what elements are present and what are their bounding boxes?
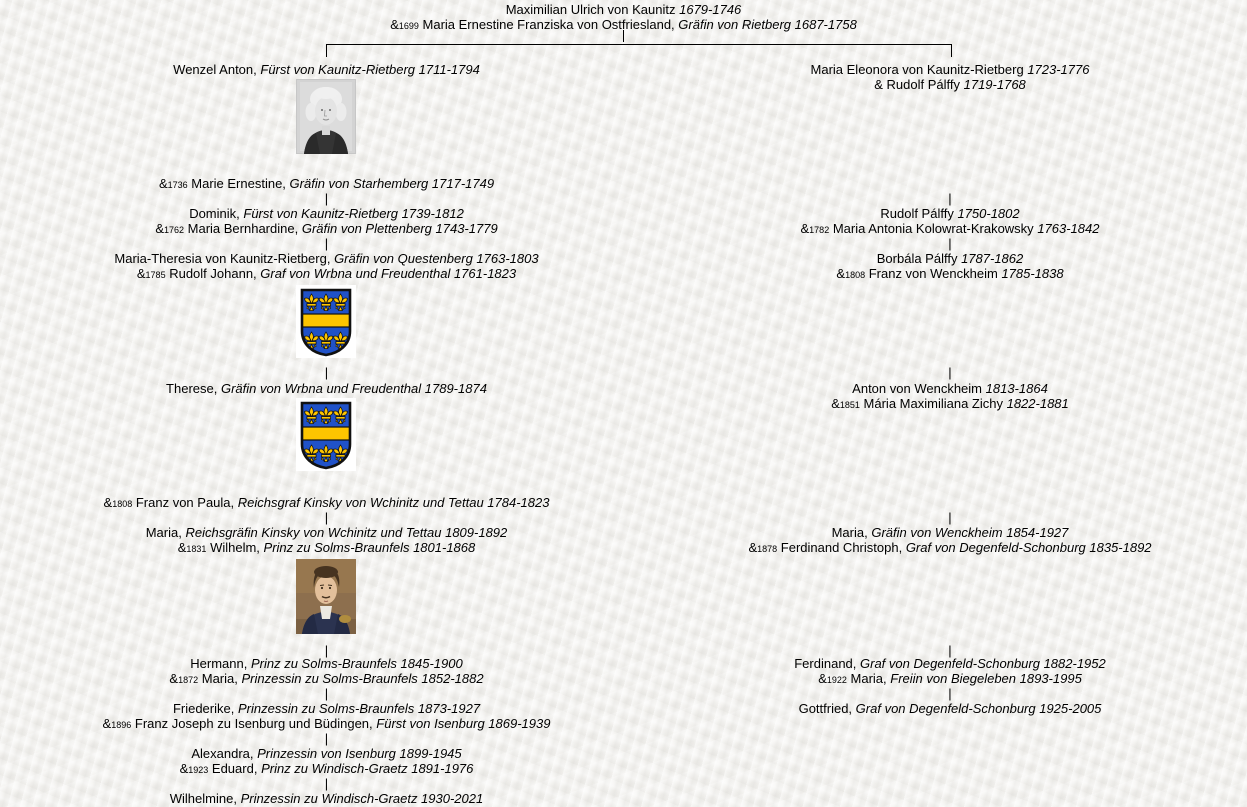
sibling-connector-line (326, 44, 952, 45)
spouse-franz-von-paula: &1808 Franz von Paula, Reichsgraf Kinsky… (103, 495, 550, 510)
descent-bar: | (324, 365, 329, 380)
descent-bar: | (324, 510, 329, 525)
person-ferdinand-degenfeld: Ferdinand, Graf von Degenfeld-Schonburg … (794, 656, 1106, 671)
person-dominik: Dominik, Fürst von Kaunitz-Rietberg 1739… (189, 206, 464, 221)
person-gottfried-degenfeld: Gottfried, Graf von Degenfeld-Schonburg … (798, 701, 1102, 716)
person-hermann: Hermann, Prinz zu Solms-Braunfels 1845-1… (190, 656, 463, 671)
person-maria-theresia: Maria-Theresia von Kaunitz-Rietberg, Grä… (114, 251, 539, 266)
descent-bar: | (948, 191, 952, 206)
person-borbala-palffy: Borbála Pálffy 1787-1862 (876, 251, 1024, 266)
descent-bar: | (324, 776, 329, 791)
spouse-franz-joseph-isenburg: &1896 Franz Joseph zu Isenburg und Büdin… (102, 716, 551, 731)
spouse-marie-ernestine: &1736 Marie Ernestine, Gräfin von Starhe… (158, 176, 495, 191)
descent-bar: | (948, 643, 952, 658)
right-branch-tick (951, 45, 952, 57)
person-maria-wenckheim: Maria, Gräfin von Wenckheim 1854-1927 (831, 525, 1069, 540)
person-maria-eleonora: Maria Eleonora von Kaunitz-Rietberg 1723… (810, 62, 1090, 77)
descent-bar: | (324, 731, 329, 746)
person-anton-von-wenckheim: Anton von Wenckheim 1813-1864 (852, 381, 1048, 396)
descent-bar: | (324, 686, 329, 701)
descent-bar: | (324, 643, 329, 658)
root-wife-line: &1699 Maria Ernestine Franziska von Ostf… (390, 17, 857, 32)
wrbna-coat-of-arms[interactable] (296, 285, 356, 358)
spouse-rudolf-johann: &1785 Rudolf Johann, Graf von Wrbna und … (136, 266, 517, 281)
descent-bar: | (324, 236, 329, 251)
spouse-eduard: &1923 Eduard, Prinz zu Windisch-Graetz 1… (179, 761, 474, 776)
spouse-ferdinand-christoph: &1878 Ferdinand Christoph, Graf von Dege… (748, 540, 1152, 555)
person-friederike: Friederike, Prinzessin zu Solms-Braunfel… (172, 701, 481, 716)
person-rudolf-palffy: Rudolf Pálffy 1750-1802 (880, 206, 1020, 221)
descent-bar: | (948, 510, 952, 525)
descent-bar: | (948, 686, 952, 701)
root-descent-tick (623, 30, 624, 42)
person-therese: Therese, Gräfin von Wrbna und Freudentha… (166, 381, 487, 396)
person-maria-kinsky: Maria, Reichsgräfin Kinsky von Wchinitz … (145, 525, 508, 540)
spouse-franz-von-wenckheim: &1808 Franz von Wenckheim 1785-1838 (836, 266, 1064, 281)
spouse-maria-solms: &1872 Maria, Prinzessin zu Solms-Braunfe… (169, 671, 484, 686)
left-branch-tick (326, 45, 327, 57)
descent-bar: | (948, 365, 952, 380)
person-wenzel-anton: Wenzel Anton, Fürst von Kaunitz-Rietberg… (173, 62, 480, 77)
spouse-rudolf-palffy-sr: & Rudolf Pálffy 1719-1768 (874, 77, 1026, 92)
descent-bar: | (324, 191, 329, 206)
wrbna-coat-of-arms-2[interactable] (296, 398, 356, 471)
person-alexandra: Alexandra, Prinzessin von Isenburg 1899-… (191, 746, 462, 761)
root-husband-line: Maximilian Ulrich von Kaunitz 1679-1746 (505, 2, 742, 17)
spouse-wilhelm: &1831 Wilhelm, Prinz zu Solms-Braunfels … (177, 540, 476, 555)
spouse-maria-biegeleben: &1922 Maria, Freiin von Biegeleben 1893-… (818, 671, 1082, 686)
descent-bar: | (948, 236, 952, 251)
spouse-maria-bernhardine: &1762 Maria Bernhardine, Gräfin von Plet… (155, 221, 498, 236)
spouse-maria-antonia-kolowrat: &1782 Maria Antonia Kolowrat-Krakowsky 1… (800, 221, 1100, 236)
wilhelm-solms-portrait[interactable] (296, 559, 356, 634)
wenzel-anton-portrait[interactable] (296, 79, 356, 154)
person-wilhelmine: Wilhelmine, Prinzessin zu Windisch-Graet… (169, 791, 484, 806)
spouse-maria-zichy: &1851 Mária Maximiliana Zichy 1822-1881 (831, 396, 1069, 411)
